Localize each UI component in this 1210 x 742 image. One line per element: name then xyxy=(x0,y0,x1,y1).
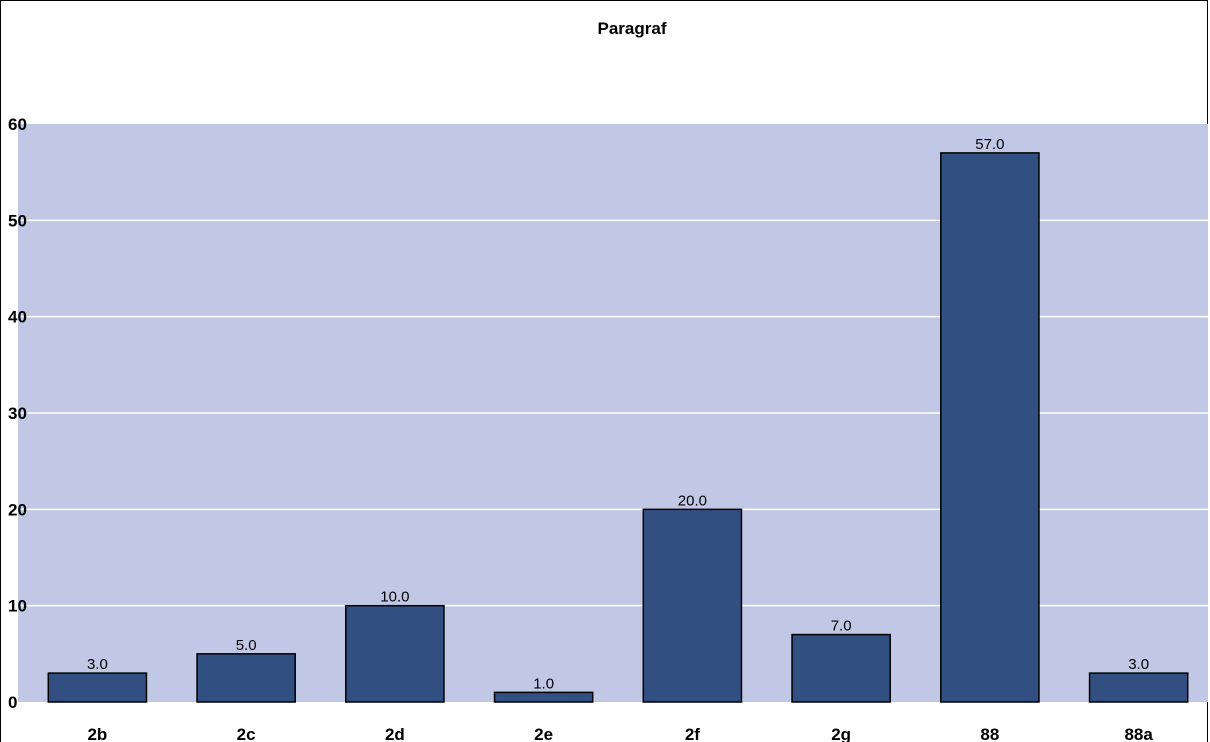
bar-2g xyxy=(791,633,891,703)
y-axis-ticks: 0 10 20 30 40 50 60 xyxy=(8,115,27,712)
y-tick-label: 40 xyxy=(8,308,27,327)
y-tick-label: 10 xyxy=(8,597,27,616)
x-tick-label-2b: 2b xyxy=(87,725,107,742)
data-label-2e: 1.0 xyxy=(533,675,554,692)
data-label-2d: 10.0 xyxy=(380,589,409,606)
bar-2d xyxy=(345,604,445,703)
x-tick-label-2c: 2c xyxy=(237,725,256,742)
x-tick-label-88a: 88a xyxy=(1124,725,1153,742)
x-tick-label-2g: 2g xyxy=(831,725,851,742)
y-tick-label: 60 xyxy=(8,115,27,134)
bar-88 xyxy=(940,152,1040,703)
bar-2b xyxy=(47,672,148,703)
data-labels: 3.0 5.0 10.0 1.0 20.0 7.0 57.0 3.0 xyxy=(87,136,1149,692)
x-axis-ticks: 2b 2c 2d 2e 2f 2g 88 88a xyxy=(87,725,1153,742)
bar-2c xyxy=(196,653,296,703)
x-tick-label-2e: 2e xyxy=(534,725,553,742)
data-label-2b: 3.0 xyxy=(87,656,108,673)
data-label-88: 57.0 xyxy=(975,136,1004,153)
chart-title: Paragraf xyxy=(598,19,667,38)
bar-2f xyxy=(642,508,743,703)
bars xyxy=(47,152,1189,703)
y-tick-label: 30 xyxy=(8,404,27,423)
bar-2e xyxy=(493,691,594,703)
bar-88a xyxy=(1088,672,1189,703)
y-tick-label: 50 xyxy=(8,211,27,230)
data-label-2c: 5.0 xyxy=(236,637,257,654)
y-tick-label: 20 xyxy=(8,500,27,519)
x-tick-label-88: 88 xyxy=(980,725,999,742)
data-label-88a: 3.0 xyxy=(1128,656,1149,673)
data-label-2g: 7.0 xyxy=(831,618,852,635)
y-tick-label: 0 xyxy=(8,693,17,712)
x-tick-label-2d: 2d xyxy=(385,725,405,742)
x-tick-label-2f: 2f xyxy=(685,725,700,742)
data-label-2f: 20.0 xyxy=(678,492,707,509)
